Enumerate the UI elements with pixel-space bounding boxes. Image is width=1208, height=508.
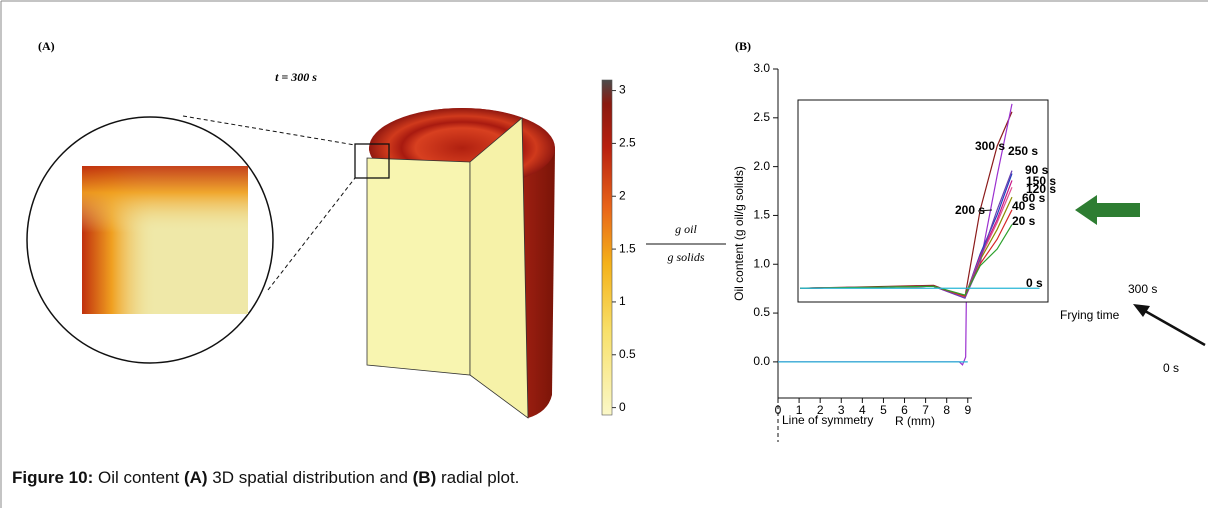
- series-label: 250 s: [1008, 144, 1038, 158]
- series-label: 0 s: [1163, 361, 1179, 375]
- colorbar-tick-label: 3: [619, 83, 626, 97]
- series-label: 40 s: [1012, 199, 1036, 213]
- series-label: 20 s: [1012, 214, 1036, 228]
- x-tick-label: 1: [796, 403, 803, 417]
- zoom-edge-top: [82, 166, 248, 314]
- y-tick-label: 0.0: [753, 354, 770, 368]
- colorbar-tick-label: 0.5: [619, 347, 636, 361]
- y-tick-label: 1.0: [753, 256, 770, 270]
- y-tick-label: 2.5: [753, 110, 770, 124]
- colorbar-tick-label: 1.5: [619, 241, 636, 255]
- caption-label: Figure 10:: [12, 468, 94, 487]
- caption: Figure 10: Oil content (A) 3D spatial di…: [12, 468, 519, 488]
- y-axis-title: Oil content (g oil/g solids): [732, 166, 746, 301]
- unit-denominator: g solids: [667, 250, 704, 264]
- green-arrow: [1075, 195, 1140, 225]
- caption-text: 3D spatial distribution and: [207, 468, 413, 487]
- x-axis-title: R (mm): [895, 414, 935, 428]
- series-line: [800, 224, 1013, 296]
- zoom-line: [182, 115, 356, 146]
- annotation: Line of symmetry: [782, 413, 873, 427]
- colorbar-tick-label: 2.5: [619, 136, 636, 150]
- x-tick-label: 5: [880, 403, 887, 417]
- caption-text: radial plot.: [436, 468, 520, 487]
- series-label: 0 s: [1026, 276, 1043, 290]
- y-tick-label: 3.0: [753, 61, 770, 75]
- x-tick-label: 9: [964, 403, 971, 417]
- y-tick-label: 2.0: [753, 159, 770, 173]
- x-tick-label: 4: [859, 403, 866, 417]
- caption-text: Oil content: [93, 468, 184, 487]
- x-tick-label: 8: [943, 403, 950, 417]
- series-label: 200 s: [955, 203, 985, 217]
- y-tick-label: 0.5: [753, 305, 770, 319]
- series-label: 60 s: [1022, 191, 1046, 205]
- frying-arrowhead: [1133, 304, 1150, 317]
- cut-face: [366, 157, 471, 376]
- series-line: [800, 111, 1013, 298]
- frying-arrow: [1144, 309, 1206, 347]
- caption-ref: (A): [183, 468, 208, 487]
- cut-face: [469, 117, 529, 419]
- label-pointer: [977, 209, 993, 212]
- colorbar-ticks: 0 0.5 1 1.5 2 2.5 3: [612, 83, 636, 414]
- series-label: 300 s: [975, 139, 1005, 153]
- x-tick-label: 3: [838, 403, 845, 417]
- colorbar-tick-label: 1: [619, 294, 626, 308]
- x-tick-label: 2: [817, 403, 824, 417]
- series-label: 300 s: [1128, 282, 1157, 296]
- x-tick-label: 0: [775, 403, 782, 417]
- caption-ref: (B): [412, 468, 437, 487]
- x-tick-label: 6: [901, 403, 908, 417]
- unit-numerator: g oil: [675, 222, 697, 236]
- plot: 0.0 0.5 1.0 1.5 2.0 2.5 3.0 0 1 2 3 4 5 6 7 8 9 R (mm) Oil…: [732, 61, 1179, 428]
- series-label: 150 s: [1026, 174, 1056, 188]
- annotation: Frying time: [1060, 308, 1120, 322]
- colorbar: [601, 79, 613, 416]
- series-label: 90 s: [1025, 163, 1049, 177]
- time-label: t = 300 s: [275, 70, 317, 84]
- x-tick-label: 7: [922, 403, 929, 417]
- colorbar-tick-label: 2: [619, 188, 626, 202]
- colorbar-tick-label: 0: [619, 400, 626, 414]
- series-label: 120 s: [1026, 182, 1056, 196]
- zoom-line: [267, 177, 356, 291]
- y-tick-label: 1.5: [753, 208, 770, 222]
- panel-label: (A): [38, 39, 55, 53]
- panel-label: (B): [735, 39, 751, 53]
- zoom-box: [354, 143, 390, 179]
